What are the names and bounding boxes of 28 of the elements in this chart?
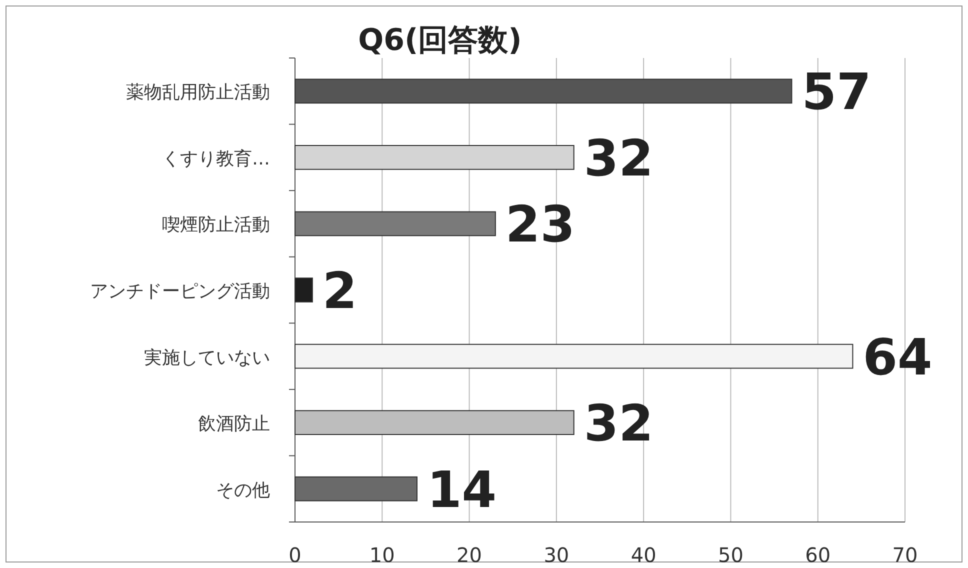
y-tick-label: 実施していない (144, 347, 270, 368)
y-tick-label: 喫煙防止活動 (162, 214, 270, 236)
x-tick-label: 0 (288, 543, 302, 567)
data-label: 32 (584, 394, 654, 453)
bar (294, 476, 418, 502)
data-label: 23 (505, 196, 576, 254)
bar (294, 278, 313, 302)
bar (294, 211, 496, 236)
data-label: 2 (322, 262, 358, 320)
chart-title: Q6(回答数) (358, 23, 522, 58)
x-tick-label: 40 (630, 543, 656, 567)
y-tick-label: くすり教育… (162, 148, 270, 170)
data-label: 57 (802, 63, 872, 122)
data-label: 14 (427, 460, 497, 519)
data-label: 64 (862, 328, 932, 386)
bar (294, 144, 574, 170)
y-tick-label: その他 (216, 480, 270, 501)
x-tick-label: 60 (805, 543, 831, 567)
y-tick-label: 飲酒防止 (198, 414, 270, 435)
x-tick-label: 70 (892, 543, 918, 567)
x-tick-label: 30 (544, 543, 570, 567)
x-tick-label: 50 (718, 543, 744, 567)
x-tick-label: 20 (456, 543, 482, 567)
y-tick-label: 薬物乱用防止活動 (126, 82, 270, 104)
bar (294, 344, 854, 369)
x-tick-label: 10 (369, 543, 395, 567)
y-tick-label: アンチドーピング活動 (90, 281, 270, 302)
data-label: 32 (584, 129, 654, 188)
